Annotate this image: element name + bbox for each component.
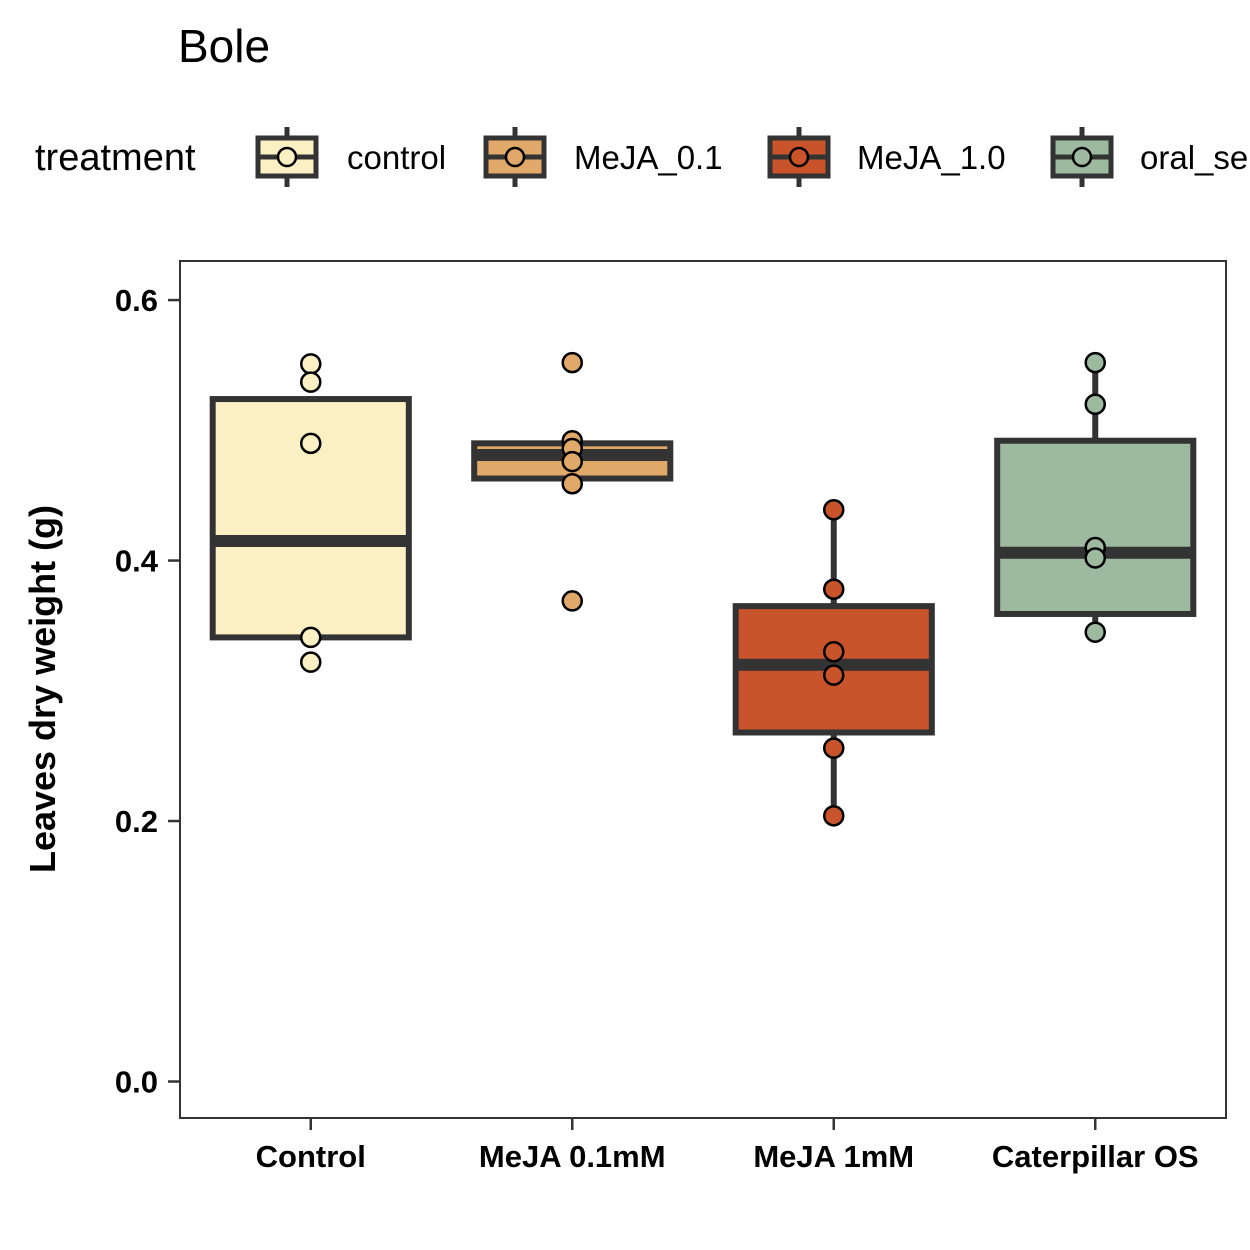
- box-group-control: [209, 353, 412, 673]
- data-point: [823, 640, 845, 663]
- data-point: [300, 651, 322, 673]
- x-tick-label: MeJA 0.1mM: [479, 1139, 666, 1174]
- y-tick-label: 0.6: [115, 283, 158, 318]
- legend-item-MeJA_0.1: MeJA_0.1: [483, 127, 723, 187]
- legend-label: MeJA_0.1: [574, 139, 723, 176]
- data-point: [1084, 547, 1106, 569]
- data-point: [1084, 621, 1106, 643]
- data-point: [561, 590, 583, 612]
- y-axis: 0.0 0.2 0.4 0.6: [115, 283, 180, 1100]
- x-tick-label: MeJA 1mM: [753, 1139, 914, 1174]
- data-point: [561, 450, 583, 473]
- legend-key-point: [788, 146, 810, 168]
- y-tick-label: 0.0: [115, 1065, 158, 1100]
- x-tick-label: Caterpillar OS: [992, 1139, 1199, 1174]
- x-tick-label: Control: [256, 1139, 366, 1174]
- data-point: [823, 664, 845, 686]
- legend: treatment control MeJA_0.1 MeJA_1.0 oral_se: [35, 127, 1248, 187]
- legend-key-point: [276, 146, 298, 168]
- box-group-MeJA_0.1: [471, 351, 674, 612]
- y-axis-title: Leaves dry weight (g): [22, 505, 63, 873]
- data-point: [823, 737, 845, 759]
- legend-item-control: control: [255, 127, 446, 187]
- data-point: [1084, 351, 1106, 374]
- y-tick-label: 0.2: [115, 804, 158, 839]
- x-axis: Control MeJA 0.1mM MeJA 1mM Caterpillar OS: [256, 1118, 1199, 1174]
- data-point: [1084, 393, 1106, 416]
- boxes: [209, 351, 1197, 827]
- data-point: [823, 499, 845, 521]
- data-point: [823, 805, 845, 827]
- plot-panel: [179, 260, 1227, 1119]
- legend-item-MeJA_1.0: MeJA_1.0: [767, 127, 1006, 187]
- legend-key-point: [1071, 146, 1093, 168]
- chart-title: Bole: [178, 20, 270, 72]
- data-point: [300, 371, 322, 393]
- box-group-oral_se: [994, 351, 1197, 643]
- legend-label: oral_se: [1140, 139, 1248, 176]
- data-point: [561, 472, 583, 495]
- data-point: [300, 626, 322, 649]
- legend-item-oral_se: oral_se: [1050, 127, 1248, 187]
- y-tick-label: 0.4: [115, 544, 159, 579]
- data-point: [300, 432, 322, 455]
- legend-label: MeJA_1.0: [857, 139, 1006, 176]
- legend-label: control: [347, 139, 446, 176]
- data-point: [561, 351, 583, 374]
- box: [994, 437, 1197, 617]
- box-group-MeJA_1.0: [732, 499, 935, 827]
- data-point: [300, 353, 322, 375]
- legend-title: treatment: [35, 137, 196, 179]
- legend-key-point: [504, 146, 526, 168]
- data-point: [823, 578, 845, 600]
